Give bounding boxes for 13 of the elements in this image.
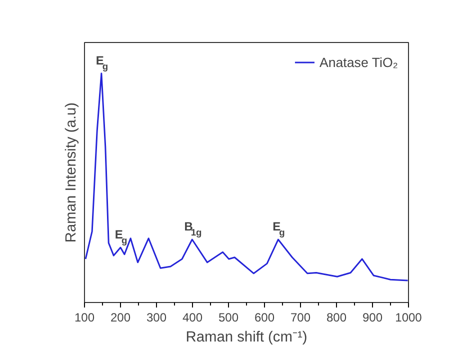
x-tick-label: 1000 <box>395 310 422 324</box>
y-axis-title: Raman Intensity (a.u) <box>64 102 80 243</box>
x-tick-label: 400 <box>182 310 203 324</box>
x-tick-label: 100 <box>74 310 95 324</box>
x-tick-label: 300 <box>146 310 167 324</box>
x-tick-label: 200 <box>110 310 131 324</box>
x-tick-label: 600 <box>254 310 275 324</box>
x-tick-label: 700 <box>290 310 311 324</box>
x-tick-label: 900 <box>362 310 383 324</box>
x-axis-title: Raman shift (cm⁻¹) <box>186 330 308 346</box>
x-tick-label: 500 <box>218 310 239 324</box>
x-tick-label: 800 <box>326 310 347 324</box>
legend-label: Anatase TiO₂ <box>319 54 398 70</box>
